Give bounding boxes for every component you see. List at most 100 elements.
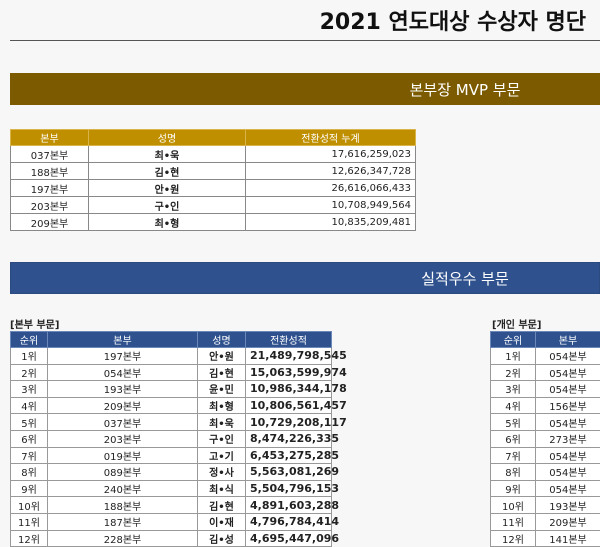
table-cell: 9위: [491, 480, 536, 497]
table-cell: 209본부: [11, 214, 89, 231]
table-cell: 최•식: [198, 480, 246, 497]
table-cell: 12위: [491, 530, 536, 547]
table-cell: 최•욱: [198, 414, 246, 431]
table-cell: 019본부: [48, 447, 198, 464]
column-header: 성명: [198, 332, 246, 348]
table-cell: 10,708,949,564: [246, 197, 416, 214]
table-cell: 3위: [491, 381, 536, 398]
title-divider: [10, 40, 600, 41]
table-cell: 197본부: [11, 180, 89, 197]
table-cell: 156본부: [536, 397, 600, 414]
table-cell: 이•재: [198, 513, 246, 530]
table-cell: 10,986,344,178: [246, 381, 332, 398]
table-cell: 5위: [11, 414, 48, 431]
table-cell: 193본부: [536, 497, 600, 514]
table-cell: 4위: [491, 397, 536, 414]
table-cell: 8위: [11, 464, 48, 481]
table-cell: 6위: [11, 430, 48, 447]
table-cell: 10,835,209,481: [246, 214, 416, 231]
table-cell: 203본부: [11, 197, 89, 214]
table-cell: 김•현: [89, 163, 246, 180]
column-header: 본부: [11, 130, 89, 146]
table-cell: 3위: [11, 381, 48, 398]
table-cell: 9위: [11, 480, 48, 497]
table-cell: 윤•민: [198, 381, 246, 398]
table-cell: 037본부: [11, 146, 89, 163]
table-cell: 054본부: [536, 348, 600, 365]
table-cell: 7위: [11, 447, 48, 464]
table-cell: 안•원: [89, 180, 246, 197]
table-cell: 089본부: [48, 464, 198, 481]
column-header: 성명: [89, 130, 246, 146]
column-header: 순위: [11, 332, 48, 348]
mvp-section-banner: 본부장 MVP 부문: [10, 73, 600, 105]
table-cell: 188본부: [11, 163, 89, 180]
table-cell: 최•형: [198, 397, 246, 414]
table-cell: 6,453,275,285: [246, 447, 332, 464]
table-cell: 6위: [491, 430, 536, 447]
table-cell: 5위: [491, 414, 536, 431]
column-header: 전환성적: [246, 332, 332, 348]
table-cell: 273본부: [536, 430, 600, 447]
table-cell: 4,891,603,288: [246, 497, 332, 514]
table-cell: 10위: [491, 497, 536, 514]
table-cell: 4위: [11, 397, 48, 414]
table-cell: 2위: [11, 364, 48, 381]
table-cell: 안•원: [198, 348, 246, 365]
table-cell: 203본부: [48, 430, 198, 447]
table-cell: 21,489,798,545: [246, 348, 332, 365]
table-cell: 1위: [491, 348, 536, 365]
table-cell: 4,695,447,096: [246, 530, 332, 547]
table-cell: 054본부: [536, 364, 600, 381]
table-cell: 187본부: [48, 513, 198, 530]
table-cell: 054본부: [536, 381, 600, 398]
table-cell: 188본부: [48, 497, 198, 514]
table-cell: 10위: [11, 497, 48, 514]
table-cell: 209본부: [536, 513, 600, 530]
table-cell: 10,729,208,117: [246, 414, 332, 431]
table-cell: 197본부: [48, 348, 198, 365]
table-cell: 8위: [491, 464, 536, 481]
table-cell: 5,563,081,269: [246, 464, 332, 481]
table-cell: 26,616,066,433: [246, 180, 416, 197]
table-cell: 054본부: [536, 464, 600, 481]
column-header: 전환성적 누계: [246, 130, 416, 146]
table-cell: 김•현: [198, 364, 246, 381]
table-cell: 최•형: [89, 214, 246, 231]
table-cell: 054본부: [536, 480, 600, 497]
table-cell: 054본부: [48, 364, 198, 381]
table-cell: 240본부: [48, 480, 198, 497]
table-cell: 김•현: [198, 497, 246, 514]
individual-section-label: [개인 부문]: [492, 316, 541, 331]
table-cell: 8,474,226,335: [246, 430, 332, 447]
column-header: 순위: [491, 332, 536, 348]
table-cell: 구•인: [89, 197, 246, 214]
table-cell: 12,626,347,728: [246, 163, 416, 180]
table-cell: 10,806,561,457: [246, 397, 332, 414]
page-title: 2021 연도대상 수상자 명단: [320, 4, 586, 36]
table-cell: 17,616,259,023: [246, 146, 416, 163]
column-header: 본부: [536, 332, 600, 348]
table-cell: 구•인: [198, 430, 246, 447]
table-cell: 228본부: [48, 530, 198, 547]
table-cell: 11위: [491, 513, 536, 530]
